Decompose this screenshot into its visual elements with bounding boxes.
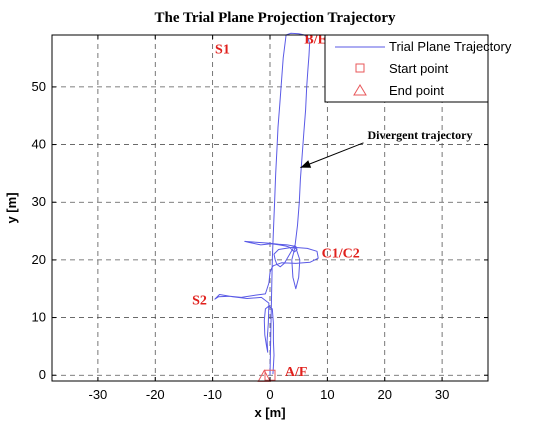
annotation-label: Divergent trajectory: [368, 128, 473, 142]
x-tick-label: 10: [320, 387, 334, 402]
y-tick-label: 0: [39, 367, 46, 382]
annotation-label: B/E: [304, 33, 327, 48]
y-tick-label: 10: [32, 310, 46, 325]
x-axis-label: x [m]: [254, 405, 285, 420]
legend: Trial Plane Trajectory Start point End p…: [324, 34, 512, 103]
y-tick-label: 40: [32, 137, 46, 152]
annotation-arrow-line: [300, 142, 364, 169]
legend-box: [324, 34, 489, 103]
x-tick-label: 30: [435, 387, 449, 402]
chart-title: The Trial Plane Projection Trajectory: [154, 10, 396, 26]
annotations: S1 B/E C1/C2 S2 A/F Divergent trajectory: [192, 33, 472, 380]
legend-label-trajectory: Trial Plane Trajectory: [389, 39, 512, 54]
series-line-trajectory: [214, 32, 319, 376]
y-axis-label: y [m]: [4, 192, 19, 223]
annotation-label: S1: [215, 42, 230, 57]
legend-label-start: Start point: [389, 61, 449, 76]
x-tick-label: 0: [266, 387, 273, 402]
annotation-label: A/F: [285, 365, 308, 380]
legend-triangle-swatch: [353, 84, 367, 96]
series-layer: [214, 32, 319, 376]
y-tick-label: 30: [32, 194, 46, 209]
grid: [52, 35, 488, 381]
annotation-label: C1/C2: [322, 247, 360, 262]
x-tick-label: -10: [203, 387, 222, 402]
x-tick-label: 20: [378, 387, 392, 402]
ticks: -30 -20 -10 0 10 20 30 0 10 20 30 40 50: [32, 35, 488, 402]
annotation-label: S2: [192, 293, 207, 308]
legend-square-swatch: [355, 63, 365, 73]
y-tick-label: 50: [32, 79, 46, 94]
x-tick-label: -30: [88, 387, 107, 402]
annotation-arrow-head: [300, 160, 312, 168]
y-tick-label: 20: [32, 252, 46, 267]
x-tick-label: -20: [146, 387, 165, 402]
legend-label-end: End point: [389, 83, 444, 98]
